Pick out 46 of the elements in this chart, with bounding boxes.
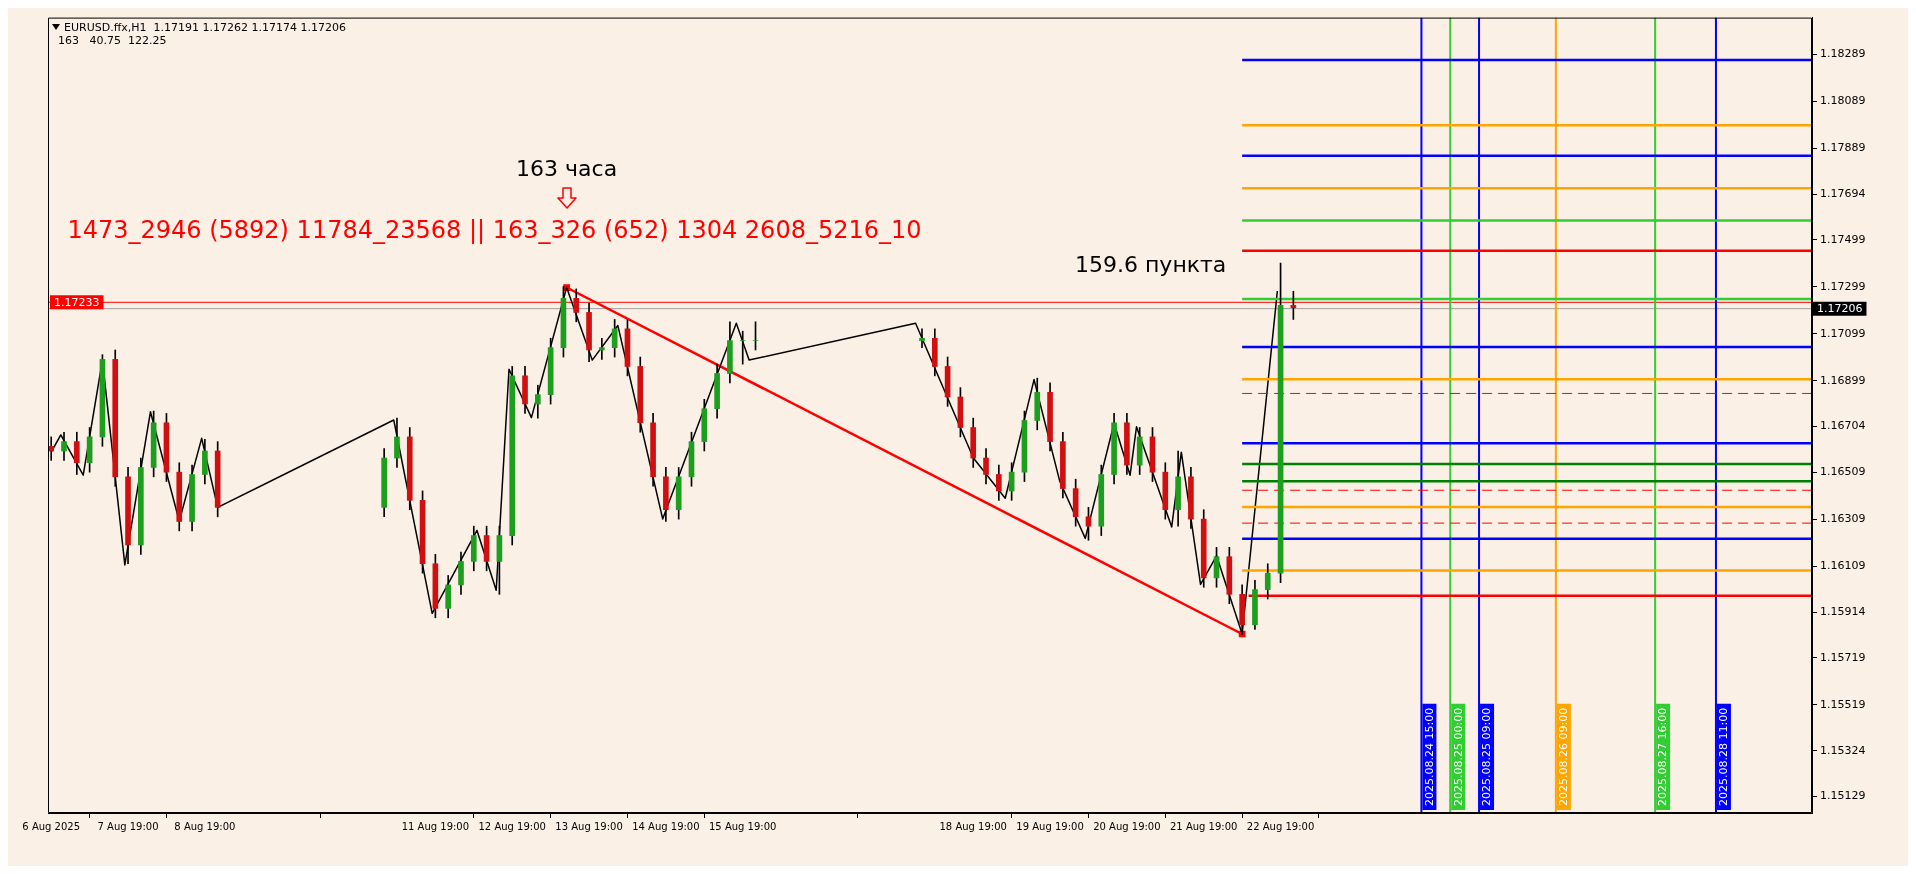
annotation: 163 часа bbox=[516, 155, 618, 182]
y-tick-label: 1.15914 bbox=[1820, 605, 1866, 619]
ref-line-label: 2025.08.28 11:00 bbox=[1717, 707, 1731, 806]
y-tick-label: 1.15129 bbox=[1820, 789, 1866, 803]
ref-line-label: 2025.08.25 09:00 bbox=[1480, 707, 1494, 806]
ref-line-label: 1.17233 bbox=[54, 295, 100, 309]
text: 163 40.75 122.25 bbox=[57, 33, 168, 47]
x-tick-label: 6 Aug 2025 bbox=[22, 820, 81, 832]
ref-line-label: 2025.08.27 16:00 bbox=[1656, 707, 1670, 806]
y-tick-label: 1.16309 bbox=[1820, 512, 1866, 526]
x-tick-label: 13 Aug 19:00 bbox=[555, 820, 623, 832]
y-tick-label: 1.15719 bbox=[1820, 650, 1866, 664]
x-tick-label: 7 Aug 19:00 bbox=[97, 820, 159, 832]
y-tick-label: 1.17694 bbox=[1820, 186, 1866, 200]
x-tick-label: 8 Aug 19:00 bbox=[174, 820, 236, 832]
x-tick-label: 20 Aug 19:00 bbox=[1093, 820, 1161, 832]
y-tick-label: 1.18289 bbox=[1820, 47, 1866, 61]
ref-line-label: 2025.08.24 15:00 bbox=[1422, 707, 1436, 806]
x-tick-label: 14 Aug 19:00 bbox=[632, 820, 700, 832]
x-tick-label: 21 Aug 19:00 bbox=[1170, 820, 1238, 832]
y-tick-label: 1.16899 bbox=[1820, 373, 1866, 387]
x-tick-label: 15 Aug 19:00 bbox=[709, 820, 777, 832]
x-tick-label: 22 Aug 19:00 bbox=[1246, 820, 1315, 832]
x-tick-label: 18 Aug 19:00 bbox=[939, 820, 1007, 832]
y-tick-label: 1.16704 bbox=[1820, 419, 1866, 433]
annotation: 1473_2946 (5892) 11784_23568 || 163_326 (652) 1304 2608_5216_10 bbox=[67, 216, 922, 245]
y-tick-label: 1.16509 bbox=[1820, 465, 1866, 479]
candlestick bbox=[599, 337, 605, 360]
x-tick-label: 12 Aug 19:00 bbox=[478, 820, 546, 832]
y-tick-label: 1.15324 bbox=[1820, 743, 1866, 757]
candlestick bbox=[739, 330, 746, 365]
y-tick-label: 1.17299 bbox=[1820, 279, 1866, 293]
y-tick-label: 1.16109 bbox=[1820, 559, 1866, 573]
x-tick-label: 11 Aug 19:00 bbox=[401, 820, 470, 832]
y-tick-label: 1.17099 bbox=[1820, 326, 1866, 340]
ref-line-label: 2025.08.25 00:00 bbox=[1451, 707, 1465, 806]
candlestick bbox=[919, 328, 925, 348]
y-tick-label: 1.18089 bbox=[1820, 94, 1866, 108]
y-tick-label: 1.17889 bbox=[1820, 141, 1866, 155]
x-tick-label: 19 Aug 19:00 bbox=[1016, 820, 1084, 832]
chart-title: EURUSD.ffx,H1 1.17191 1.17262 1.17174 1.17206 bbox=[64, 20, 346, 34]
ref-line-label: 2025.08.26 09:00 bbox=[1557, 707, 1571, 806]
y-tick-label: 1.17499 bbox=[1820, 232, 1866, 246]
ref-line-label: 1.17206 bbox=[1817, 302, 1863, 316]
annotation: 159.6 пункта bbox=[1075, 252, 1227, 279]
y-tick-label: 1.15519 bbox=[1820, 697, 1866, 711]
